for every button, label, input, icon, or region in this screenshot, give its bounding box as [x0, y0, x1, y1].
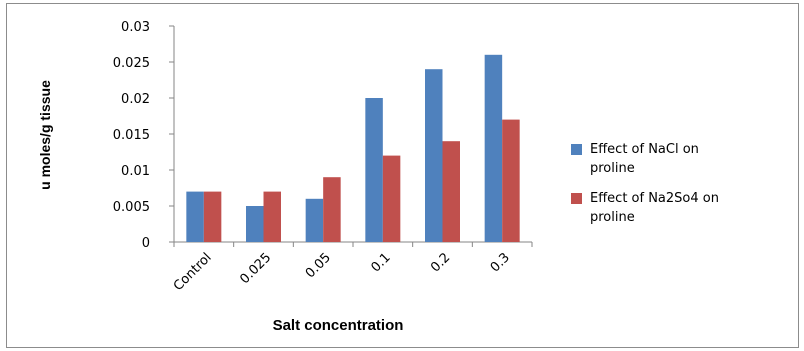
plot-area: 0 0.005 0.01 0.015 0.02 0.025 0.03 Control 0.025… — [113, 20, 533, 294]
y-tick-label: 0.03 — [121, 20, 150, 35]
bar-nacl — [365, 98, 383, 242]
legend-label: proline — [590, 210, 635, 225]
legend-item-nacl: Effect of NaCl on proline — [571, 142, 699, 176]
bar-na2so4 — [442, 141, 460, 242]
y-tick-label: 0 — [142, 236, 150, 251]
x-tick-label: 0.025 — [237, 250, 274, 287]
legend-swatch — [571, 144, 582, 155]
x-tick-label: 0.3 — [488, 250, 513, 275]
bar-nacl — [305, 198, 324, 242]
x-tick-label: Control — [171, 250, 215, 294]
x-tick-label: 0.2 — [428, 250, 453, 275]
chart-frame — [6, 3, 799, 348]
bar-na2so4 — [323, 177, 341, 242]
x-tick-label: 0.1 — [368, 250, 393, 275]
legend-label: Effect of Na2So4 on — [590, 191, 719, 206]
bar-nacl — [484, 54, 503, 242]
y-tick-label: 0.02 — [121, 92, 150, 107]
bar-nacl — [246, 206, 264, 242]
y-tick-label: 0.005 — [113, 200, 150, 215]
bar-na2so4 — [263, 191, 281, 242]
y-tick-label: 0.015 — [113, 128, 150, 143]
bar-nacl — [425, 69, 443, 242]
y-tick-label: 0.025 — [113, 56, 150, 71]
legend-swatch — [571, 193, 582, 204]
bar-nacl — [186, 191, 204, 242]
legend-label: Effect of NaCl on — [590, 142, 699, 157]
bar-na2so4 — [203, 191, 222, 242]
legend-label: proline — [590, 161, 635, 176]
x-axis-title: Salt concentration — [273, 317, 404, 334]
legend-item-na2so4: Effect of Na2So4 on proline — [571, 191, 719, 225]
bar-na2so4 — [502, 119, 520, 242]
y-tick-label: 0.01 — [121, 164, 150, 179]
x-tick-label: 0.05 — [303, 250, 334, 281]
bar-na2so4 — [382, 155, 401, 242]
y-axis-title: u moles/g tissue — [37, 80, 53, 190]
